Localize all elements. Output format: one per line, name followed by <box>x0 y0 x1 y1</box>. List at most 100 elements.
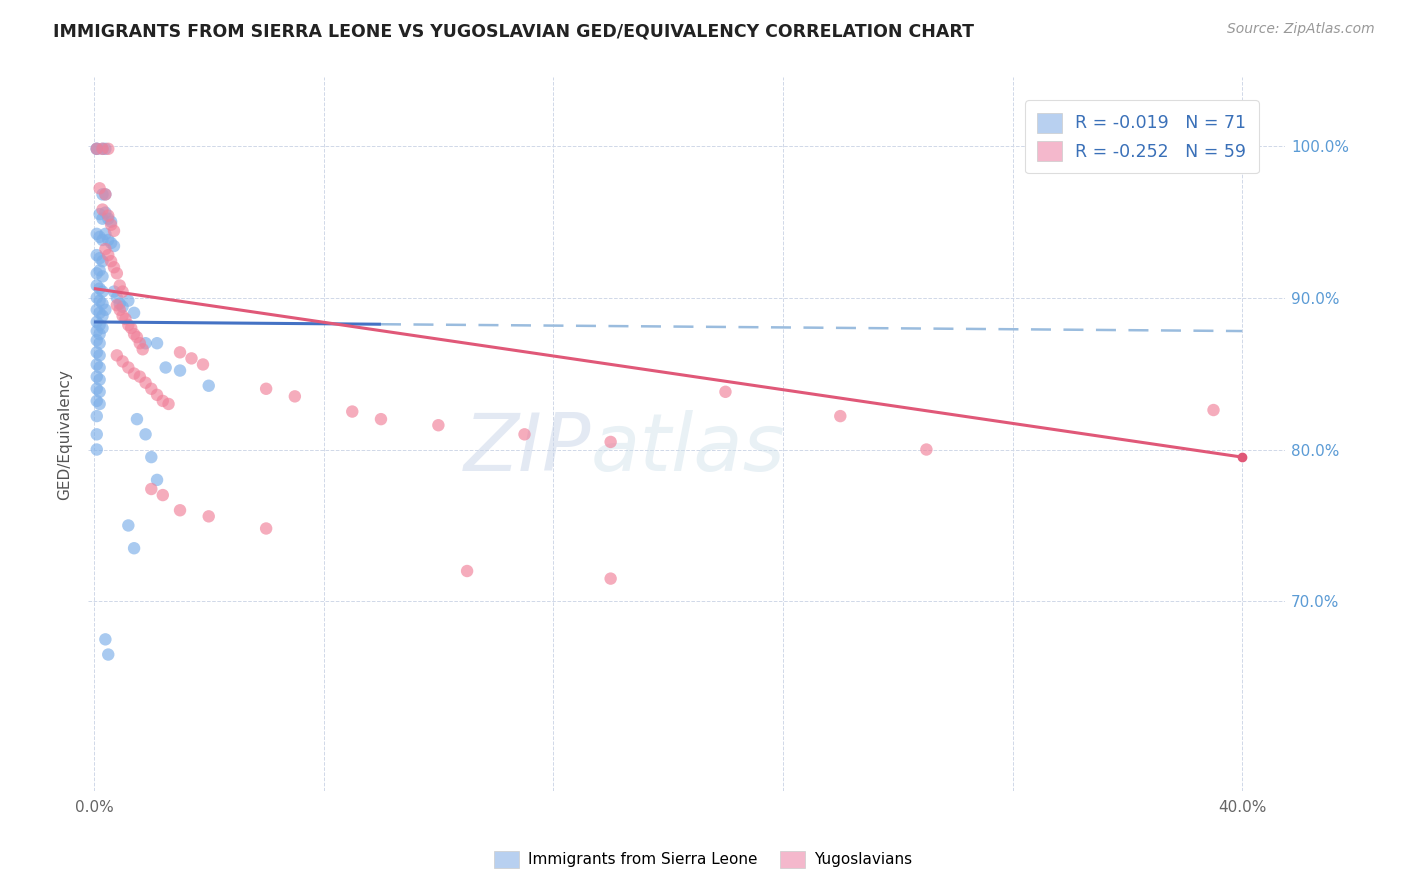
Point <box>105 291 128 305</box>
Point <box>86 393 108 408</box>
Point <box>91 202 114 217</box>
Point <box>91 233 114 247</box>
Point <box>456 564 478 578</box>
Point <box>122 327 145 342</box>
Point <box>86 315 108 329</box>
Legend: Immigrants from Sierra Leone, Yugoslavians: Immigrants from Sierra Leone, Yugoslavia… <box>488 845 918 873</box>
Point <box>103 285 125 299</box>
Point <box>103 260 125 275</box>
Point <box>152 488 174 502</box>
Point <box>97 209 120 223</box>
Point <box>197 378 219 392</box>
Point <box>111 300 134 314</box>
Text: IMMIGRANTS FROM SIERRA LEONE VS YUGOSLAVIAN GED/EQUIVALENCY CORRELATION CHART: IMMIGRANTS FROM SIERRA LEONE VS YUGOSLAV… <box>53 22 974 40</box>
Point <box>135 376 157 390</box>
Point <box>89 281 111 295</box>
Point <box>89 293 111 308</box>
Point <box>157 397 180 411</box>
Point <box>89 306 111 320</box>
Point <box>513 427 536 442</box>
Point <box>254 521 277 535</box>
Point <box>86 142 108 156</box>
Point <box>135 336 157 351</box>
Text: Source: ZipAtlas.com: Source: ZipAtlas.com <box>1227 22 1375 37</box>
Point <box>714 384 737 399</box>
Point <box>254 382 277 396</box>
Point <box>180 351 202 366</box>
Point <box>86 278 108 293</box>
Point <box>117 293 139 308</box>
Point <box>89 230 111 244</box>
Point <box>111 285 134 299</box>
Point <box>86 427 108 442</box>
Point <box>91 296 114 310</box>
Point <box>89 318 111 332</box>
Point <box>86 442 108 457</box>
Point <box>152 393 174 408</box>
Point <box>599 434 621 449</box>
Point <box>125 412 148 426</box>
Text: ZIP: ZIP <box>464 409 591 488</box>
Point <box>86 291 108 305</box>
Point <box>97 142 120 156</box>
Point <box>86 382 108 396</box>
Point <box>89 336 111 351</box>
Point <box>197 509 219 524</box>
Point <box>105 266 128 280</box>
Point <box>146 388 169 402</box>
Point <box>94 632 117 647</box>
Point <box>89 373 111 387</box>
Point <box>91 285 114 299</box>
Point <box>94 187 117 202</box>
Point <box>103 224 125 238</box>
Point <box>342 404 364 418</box>
Point <box>155 360 177 375</box>
Point <box>86 409 108 423</box>
Point <box>91 142 114 156</box>
Point <box>94 227 117 241</box>
Point <box>108 296 131 310</box>
Point <box>89 263 111 277</box>
Point <box>91 269 114 284</box>
Point <box>89 327 111 342</box>
Point <box>103 239 125 253</box>
Point <box>91 187 114 202</box>
Point <box>97 648 120 662</box>
Point <box>86 345 108 359</box>
Point <box>915 442 938 457</box>
Point <box>169 345 191 359</box>
Point <box>191 358 214 372</box>
Point <box>141 382 163 396</box>
Point <box>89 181 111 195</box>
Point <box>427 418 450 433</box>
Point <box>89 207 111 221</box>
Point <box>89 251 111 265</box>
Point <box>100 254 122 268</box>
Point <box>91 142 114 156</box>
Point <box>91 321 114 335</box>
Point <box>100 215 122 229</box>
Point <box>122 367 145 381</box>
Point <box>146 473 169 487</box>
Point <box>94 142 117 156</box>
Point <box>86 358 108 372</box>
Point <box>94 302 117 317</box>
Point <box>97 233 120 247</box>
Point <box>122 306 145 320</box>
Point <box>100 218 122 232</box>
Point <box>86 302 108 317</box>
Legend: R = -0.019   N = 71, R = -0.252   N = 59: R = -0.019 N = 71, R = -0.252 N = 59 <box>1025 101 1258 173</box>
Text: atlas: atlas <box>591 409 786 488</box>
Point <box>91 309 114 323</box>
Point <box>117 518 139 533</box>
Point <box>135 427 157 442</box>
Point <box>86 266 108 280</box>
Point <box>1202 403 1225 417</box>
Point <box>89 360 111 375</box>
Point <box>89 348 111 362</box>
Y-axis label: GED/Equivalency: GED/Equivalency <box>58 369 72 500</box>
Point <box>86 142 108 156</box>
Point <box>120 321 142 335</box>
Point <box>89 384 111 399</box>
Point <box>94 187 117 202</box>
